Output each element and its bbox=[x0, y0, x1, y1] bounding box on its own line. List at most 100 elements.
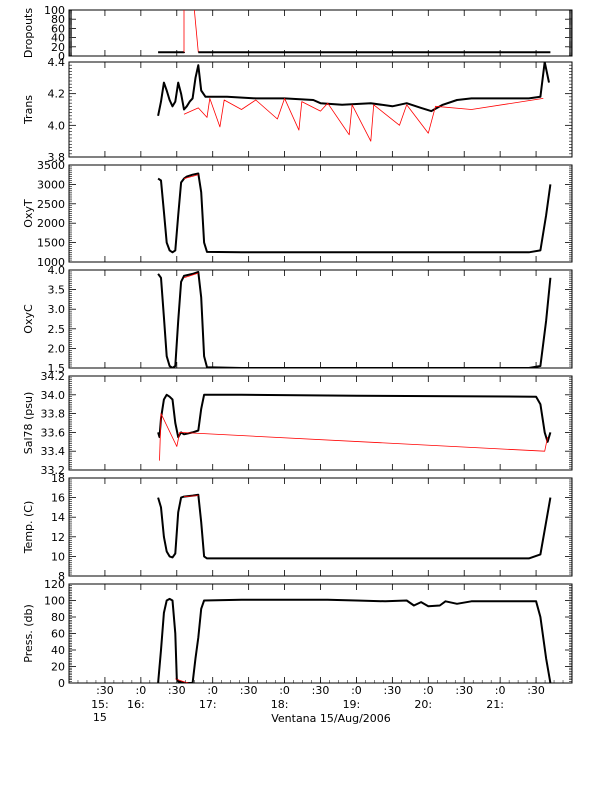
y-tick-label: 34.0 bbox=[41, 389, 66, 402]
y-tick-label: 12 bbox=[51, 531, 65, 544]
y-tick-label: 33.2 bbox=[41, 464, 66, 477]
y-tick-label: 80 bbox=[51, 13, 65, 26]
panel-frame bbox=[68, 164, 573, 263]
y-axis-label: Trans bbox=[22, 95, 35, 125]
y-tick-label: 4.0 bbox=[48, 119, 66, 132]
x-tick-hour-label: 21: bbox=[486, 698, 504, 711]
x-tick-hour-label: 19: bbox=[343, 698, 361, 711]
y-tick-label: 1500 bbox=[37, 237, 65, 250]
x-tick-label: :0 bbox=[423, 684, 434, 697]
y-tick-label: 20 bbox=[51, 41, 65, 54]
x-tick-hour-label: 16: bbox=[127, 698, 145, 711]
y-tick-label: 40 bbox=[51, 644, 65, 657]
y-tick-label: 2.5 bbox=[48, 323, 66, 336]
y-axis-label: Press. (db) bbox=[22, 604, 35, 663]
chart-panels: 020406080100Dropouts3.84.04.24.4Trans100… bbox=[22, 4, 573, 690]
main-series-line bbox=[157, 393, 552, 443]
raw-series-line bbox=[183, 174, 199, 179]
y-tick-label: 8 bbox=[58, 570, 65, 583]
y-axis-label: Temp. (C) bbox=[22, 501, 35, 555]
main-series-line bbox=[157, 597, 552, 683]
x-tick-day-label: 15 bbox=[93, 711, 107, 724]
panel-series bbox=[157, 62, 550, 142]
panel-frame bbox=[68, 9, 573, 57]
y-tick-label: 1000 bbox=[37, 256, 65, 269]
y-tick-label: 100 bbox=[44, 595, 65, 608]
panel-2: 1000 1500 2000 2500 3000 3500 OxyT bbox=[22, 159, 573, 269]
y-tick-label: 18 bbox=[51, 472, 65, 485]
y-tick-label: 4.0 bbox=[48, 264, 66, 277]
x-tick-label: :30 bbox=[168, 684, 186, 697]
y-tick-label: 33.4 bbox=[41, 445, 66, 458]
y-axis-label: Sal78 (psu) bbox=[22, 392, 35, 455]
y-tick-label: 20 bbox=[51, 661, 65, 674]
x-tick-label: :0 bbox=[279, 684, 290, 697]
x-tick-label: :0 bbox=[207, 684, 218, 697]
panel-series bbox=[157, 597, 552, 683]
main-series-line bbox=[157, 172, 552, 254]
y-tick-label: 14 bbox=[51, 511, 65, 524]
panel-3: 1.5 2.0 2.5 3.0 3.5 4.0 OxyC bbox=[22, 264, 573, 375]
x-tick-label: :0 bbox=[351, 684, 362, 697]
y-tick-label: 60 bbox=[51, 22, 65, 35]
x-tick-label: :30 bbox=[527, 684, 545, 697]
panel-frame bbox=[68, 477, 573, 577]
x-tick-label: :30 bbox=[240, 684, 258, 697]
panel-frame bbox=[68, 269, 573, 369]
x-tick-label: :30 bbox=[96, 684, 114, 697]
x-axis: :3015:15:016::30:017::30:018::30:019::30… bbox=[68, 10, 573, 724]
y-tick-label: 100 bbox=[44, 4, 65, 17]
y-tick-label: 33.6 bbox=[41, 426, 66, 439]
x-tick-hour-label: 18: bbox=[271, 698, 289, 711]
y-tick-label: 3.0 bbox=[48, 303, 66, 316]
panel-series bbox=[157, 393, 552, 461]
main-series-line bbox=[157, 271, 552, 368]
raw-series-line bbox=[159, 413, 548, 461]
x-tick-label: :0 bbox=[135, 684, 146, 697]
raw-series-line bbox=[183, 495, 199, 497]
y-tick-label: 40 bbox=[51, 32, 65, 45]
x-tick-label: :30 bbox=[455, 684, 473, 697]
y-tick-label: 60 bbox=[51, 628, 65, 641]
panel-4: 33.2 33.4 33.6 33.8 34.0 34.2 Sal78 (psu) bbox=[22, 370, 573, 477]
panel-5: 8 10 12 14 16 18 Temp. (C) bbox=[22, 472, 573, 583]
y-axis-label: OxyT bbox=[22, 199, 35, 228]
panel-series bbox=[158, 10, 551, 54]
y-tick-label: 2500 bbox=[37, 198, 65, 211]
y-tick-label: 3000 bbox=[37, 178, 65, 191]
y-tick-label: 3.5 bbox=[48, 284, 66, 297]
panel-series bbox=[157, 172, 552, 254]
y-tick-label: 0 bbox=[58, 50, 65, 63]
y-tick-label: 4.2 bbox=[48, 88, 66, 101]
panel-series bbox=[157, 271, 552, 368]
y-tick-label: 3.8 bbox=[48, 151, 66, 164]
panel-frame bbox=[68, 61, 573, 158]
panel-1: 3.8 4.0 4.2 4.4 Trans bbox=[22, 56, 573, 164]
y-tick-label: 3500 bbox=[37, 159, 65, 172]
y-tick-label: 80 bbox=[51, 611, 65, 624]
y-axis-label: Dropouts bbox=[22, 8, 35, 58]
x-tick-hour-label: 20: bbox=[414, 698, 432, 711]
y-tick-label: 2000 bbox=[37, 217, 65, 230]
x-axis-label: Ventana 15/Aug/2006 bbox=[271, 712, 391, 725]
y-tick-label: 4.4 bbox=[48, 56, 66, 69]
x-tick-label: :30 bbox=[312, 684, 330, 697]
panel-frame bbox=[68, 375, 573, 471]
x-tick-label: :30 bbox=[384, 684, 402, 697]
y-tick-label: 33.8 bbox=[41, 408, 66, 421]
raw-series-line bbox=[193, 10, 199, 53]
y-axis-label: OxyC bbox=[22, 304, 35, 334]
y-tick-label: 16 bbox=[51, 492, 65, 505]
raw-series-line bbox=[183, 272, 199, 279]
raw-series-line bbox=[183, 10, 185, 53]
y-tick-label: 120 bbox=[44, 578, 65, 591]
raw-series-line bbox=[183, 98, 544, 142]
panel-6: 0 20 40 60 80 100 120 Press. (db) bbox=[22, 578, 573, 690]
y-tick-label: 1.5 bbox=[48, 362, 66, 375]
x-tick-hour-label: 17: bbox=[199, 698, 217, 711]
y-tick-label: 10 bbox=[51, 550, 65, 563]
y-tick-label: 0 bbox=[58, 677, 65, 690]
x-tick-label: :0 bbox=[495, 684, 506, 697]
raw-series-line bbox=[175, 678, 190, 683]
